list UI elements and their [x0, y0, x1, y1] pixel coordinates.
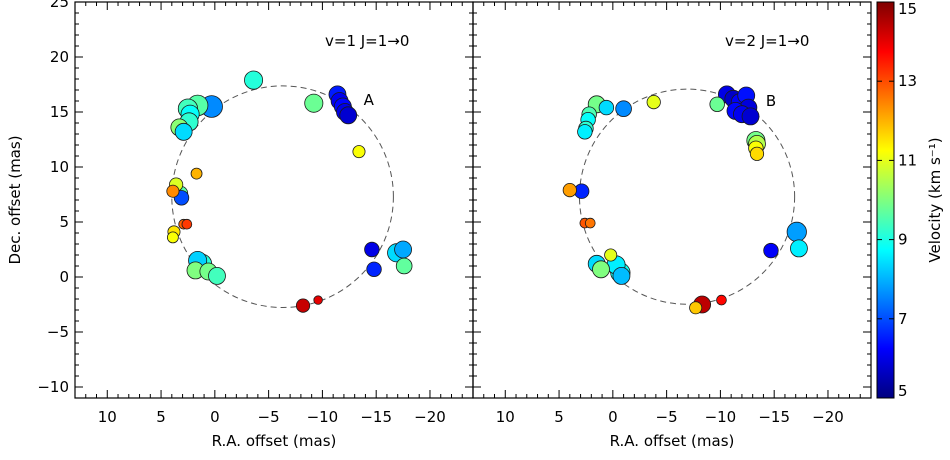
right-x-axis-label: R.A. offset (mas)	[610, 432, 735, 450]
maser-spot	[394, 240, 412, 259]
maser-spot	[749, 146, 765, 161]
y-tick-label: 5	[59, 213, 69, 231]
maser-spot	[366, 261, 382, 278]
x-tick-label: −5	[258, 408, 280, 426]
x-tick-label: −10	[705, 408, 737, 426]
maser-spot	[615, 100, 632, 117]
colorbar-gradient	[876, 1, 895, 399]
maser-spot	[646, 95, 661, 110]
y-tick-label: 10	[50, 158, 69, 176]
x-tick-label: 0	[608, 408, 618, 426]
left-panel-frame	[74, 1, 474, 399]
y-axis-label: Dec. offset (mas)	[6, 135, 24, 264]
maser-spot	[709, 96, 725, 113]
colorbar-tick-label: 13	[898, 72, 917, 90]
colorbar-tick-label: 5	[898, 382, 908, 400]
maser-spot	[208, 266, 226, 285]
y-tick-label: 0	[59, 268, 69, 286]
maser-spot	[592, 260, 610, 279]
left-ring-fit	[171, 85, 394, 308]
left-axis-ticks: 10 5 0 −5 −10 −15 −20 −10 −5 0 5 10 15 20 25	[37, 0, 474, 426]
maser-spot	[584, 217, 596, 229]
maser-spot	[166, 184, 180, 198]
y-tick-label: −5	[47, 323, 69, 341]
maser-spot	[689, 301, 703, 315]
x-tick-label: −15	[758, 408, 790, 426]
left-maser-spots	[166, 70, 413, 313]
maser-spot	[295, 298, 311, 313]
y-tick-label: 15	[50, 103, 69, 121]
maser-spot	[716, 294, 727, 306]
x-tick-label: −5	[656, 408, 678, 426]
x-tick-label: −15	[360, 408, 392, 426]
maser-spot	[313, 295, 323, 305]
x-tick-label: 0	[210, 408, 220, 426]
maser-spot	[604, 248, 618, 262]
maser-spot	[339, 106, 358, 125]
right-ring-annotation: B	[766, 92, 776, 110]
maser-spot	[562, 183, 577, 198]
left-ring-circle	[171, 85, 394, 308]
y-tick-label: 20	[50, 48, 69, 66]
x-tick-label: 5	[554, 408, 564, 426]
right-ring-circle	[578, 88, 796, 305]
right-ring-fit	[578, 88, 796, 305]
maser-spot	[612, 266, 631, 285]
x-tick-label: 10	[98, 408, 117, 426]
x-tick-label: 5	[156, 408, 166, 426]
x-tick-label: 10	[496, 408, 515, 426]
maser-spot	[786, 221, 807, 242]
colorbar-tick-label: 9	[898, 231, 908, 249]
right-panel-title: v=2 J=1→0	[725, 32, 809, 50]
colorbar-ticks: 5 7 9 11 13 15	[877, 0, 917, 400]
maser-spot	[304, 93, 324, 113]
x-tick-label: −20	[812, 408, 844, 426]
left-panel-v1: 10 5 0 −5 −10 −15 −20 −10 −5 0 5 10 15 20 25 v=1 J=1→0…	[6, 0, 474, 450]
left-x-axis-label: R.A. offset (mas)	[212, 432, 337, 450]
maser-spot	[174, 122, 193, 141]
left-ring-annotation: A	[364, 91, 375, 109]
right-maser-spots	[562, 85, 808, 315]
right-panel-v2: 10 5 0 −5 −10 −15 −20 v=2 J=1→0 B R.A. offset …	[472, 1, 872, 450]
right-axis-ticks: 10 5 0 −5 −10 −15 −20	[472, 1, 872, 426]
y-tick-label: 25	[50, 0, 69, 11]
right-panel-frame	[472, 1, 872, 399]
maser-spot	[364, 241, 380, 258]
x-tick-label: −20	[414, 408, 446, 426]
colorbar-tick-label: 15	[898, 0, 917, 18]
colorbar-tick-label: 7	[898, 310, 908, 328]
maser-spot	[741, 107, 760, 126]
velocity-colorbar: 5 7 9 11 13 15 Velocity (km s⁻¹)	[876, 0, 944, 400]
y-tick-label: −10	[37, 378, 69, 396]
maser-spot	[577, 124, 593, 140]
maser-spot	[244, 70, 264, 90]
left-panel-title: v=1 J=1→0	[325, 32, 409, 50]
x-tick-label: −10	[307, 408, 339, 426]
maser-spot	[166, 231, 179, 244]
maser-spot	[598, 99, 615, 116]
maser-spot	[190, 167, 203, 180]
maser-spot	[763, 242, 779, 259]
maser-spot	[395, 257, 413, 275]
maser-spot	[352, 145, 366, 159]
colorbar-tick-label: 11	[898, 151, 917, 169]
maser-spot	[181, 218, 193, 230]
colorbar-label: Velocity (km s⁻¹)	[926, 137, 944, 262]
maser-spot	[790, 239, 808, 258]
